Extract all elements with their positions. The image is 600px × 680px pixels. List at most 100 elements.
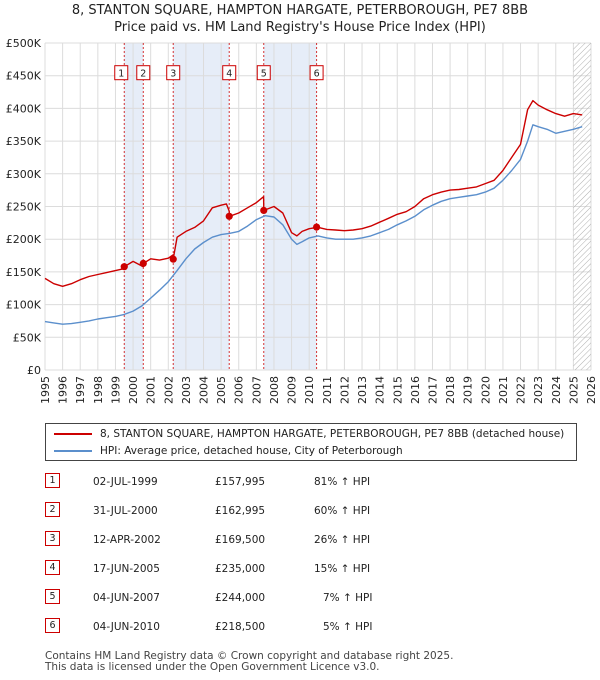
x-tick-label: 2013 xyxy=(356,376,369,404)
sale-label-number: 6 xyxy=(314,69,320,80)
sale-date: 31-JUL-2000 xyxy=(93,505,158,517)
x-tick-label: 2011 xyxy=(321,376,334,404)
y-tick-label: £500K xyxy=(6,37,42,50)
y-tick-label: £200K xyxy=(6,233,42,246)
x-tick-label: 1995 xyxy=(39,376,52,404)
sale-label-number: 3 xyxy=(170,69,176,80)
legend-label-hpi: HPI: Average price, detached house, City… xyxy=(100,445,403,457)
sale-point xyxy=(120,263,128,271)
price-chart: 1 2 3 4 5 6 £0 £50K £100K £150K £200K £250K £300K £3… xyxy=(6,37,598,404)
x-tick-label: 2023 xyxy=(532,376,545,404)
hpi-line xyxy=(44,124,583,325)
x-tick-label: 2001 xyxy=(145,376,158,404)
sale-number-badge: 5 xyxy=(45,589,60,604)
sale-price: £169,500 xyxy=(215,534,266,546)
x-tick-label: 2022 xyxy=(515,376,528,404)
footer-line-2: This data is licensed under the Open Gov… xyxy=(45,661,380,673)
x-tick-label: 1997 xyxy=(74,376,87,404)
sale-point xyxy=(139,259,147,268)
sale-number-badge: 3 xyxy=(45,531,60,546)
legend-item-hpi: HPI: Average price, detached house, City… xyxy=(54,443,403,459)
sale-number-badge: 2 xyxy=(45,502,60,517)
sale-label-box xyxy=(166,65,181,81)
sale-row: 5 04-JUN-2007 £244,000 7% ↑ HPI xyxy=(0,586,600,614)
x-tick-label: 2003 xyxy=(180,376,193,404)
future-hatch-region xyxy=(573,43,591,370)
sale-label-box xyxy=(309,65,324,81)
y-tick-label: £300K xyxy=(6,168,42,181)
sale-hpi-change: 60% ↑ HPI xyxy=(314,505,371,517)
sale-price: £162,995 xyxy=(215,505,266,517)
legend-item-property: 8, STANTON SQUARE, HAMPTON HARGATE, PETE… xyxy=(54,426,564,442)
legend-swatch-property xyxy=(54,433,92,435)
sale-row: 2 31-JUL-2000 £162,995 60% ↑ HPI xyxy=(0,499,600,527)
y-tick-label: £0 xyxy=(27,364,41,377)
title-line-2: Price paid vs. HM Land Registry's House … xyxy=(114,20,486,35)
x-tick-label: 2007 xyxy=(250,376,263,404)
x-tick-label: 2002 xyxy=(162,376,175,404)
y-tick-label: £150K xyxy=(6,266,42,279)
sale-price: £157,995 xyxy=(215,476,266,488)
sale-date: 12-APR-2002 xyxy=(93,534,161,546)
sale-number-badge: 4 xyxy=(45,560,60,575)
sale-price: £244,000 xyxy=(215,592,266,604)
sale-label-box xyxy=(136,65,151,81)
x-tick-label: 2015 xyxy=(391,376,404,404)
x-tick-label: 2024 xyxy=(550,376,563,404)
sale-label-box xyxy=(222,65,237,81)
sale-hpi-change: 15% ↑ HPI xyxy=(314,563,371,575)
chart-title: 8, STANTON SQUARE, HAMPTON HARGATE, PETE… xyxy=(0,2,600,36)
sale-label-number: 4 xyxy=(226,69,232,80)
y-tick-label: £50K xyxy=(13,331,42,344)
sale-point xyxy=(312,223,321,231)
chart-legend: 8, STANTON SQUARE, HAMPTON HARGATE, PETE… xyxy=(45,423,577,461)
sale-hpi-change: 26% ↑ HPI xyxy=(314,534,371,546)
x-tick-label: 2014 xyxy=(374,376,387,404)
x-tick-label: 2018 xyxy=(444,376,457,404)
sale-label-box xyxy=(114,65,129,81)
sale-number-badge: 6 xyxy=(45,618,60,633)
sale-date: 17-JUN-2005 xyxy=(93,563,160,575)
x-tick-label: 1996 xyxy=(57,376,70,404)
sale-point xyxy=(169,255,177,263)
sale-hpi-change: 81% ↑ HPI xyxy=(314,476,371,488)
x-tick-label: 2004 xyxy=(198,376,211,404)
x-tick-label: 2006 xyxy=(233,376,246,404)
x-tick-label: 2012 xyxy=(338,376,351,404)
sale-point xyxy=(260,206,268,215)
sale-row: 3 12-APR-2002 £169,500 26% ↑ HPI xyxy=(0,528,600,556)
footer-line-1: Contains HM Land Registry data © Crown c… xyxy=(45,650,454,662)
sale-row: 1 02-JUL-1999 £157,995 81% ↑ HPI xyxy=(0,470,600,498)
x-tick-label: 2008 xyxy=(268,376,281,404)
sale-date: 02-JUL-1999 xyxy=(93,476,158,488)
sale-date: 04-JUN-2010 xyxy=(93,621,160,633)
x-tick-label: 1999 xyxy=(109,376,122,404)
sale-price: £235,000 xyxy=(215,563,266,575)
x-tick-label: 2026 xyxy=(585,376,598,404)
footer-attribution: Contains HM Land Registry data © Crown c… xyxy=(45,651,453,673)
sale-label-number: 2 xyxy=(140,69,146,80)
x-tick-label: 2000 xyxy=(127,376,140,404)
x-tick-label: 2019 xyxy=(462,376,475,404)
y-tick-label: £100K xyxy=(6,299,42,312)
y-tick-label: £400K xyxy=(6,102,42,115)
sale-point xyxy=(225,212,233,220)
x-tick-label: 2005 xyxy=(215,376,228,404)
sale-hpi-change: 5% ↑ HPI xyxy=(323,621,373,633)
x-tick-label: 2016 xyxy=(409,376,422,404)
sale-number-badge: 1 xyxy=(45,473,60,488)
x-tick-label: 2020 xyxy=(479,376,492,404)
x-tick-label: 2025 xyxy=(567,376,580,404)
x-tick-label: 2009 xyxy=(286,376,299,404)
sale-label-box xyxy=(256,65,271,81)
sale-row: 4 17-JUN-2005 £235,000 15% ↑ HPI xyxy=(0,557,600,585)
y-tick-label: £450K xyxy=(6,70,42,83)
sale-label-number: 5 xyxy=(261,69,267,80)
x-tick-label: 2017 xyxy=(426,376,439,404)
x-tick-label: 1998 xyxy=(92,376,105,404)
sale-date: 04-JUN-2007 xyxy=(93,592,160,604)
sale-row: 6 04-JUN-2010 £218,500 5% ↑ HPI xyxy=(0,615,600,643)
legend-label-property: 8, STANTON SQUARE, HAMPTON HARGATE, PETE… xyxy=(100,428,565,440)
y-tick-label: £350K xyxy=(6,135,42,148)
title-line-1: 8, STANTON SQUARE, HAMPTON HARGATE, PETE… xyxy=(71,3,529,18)
